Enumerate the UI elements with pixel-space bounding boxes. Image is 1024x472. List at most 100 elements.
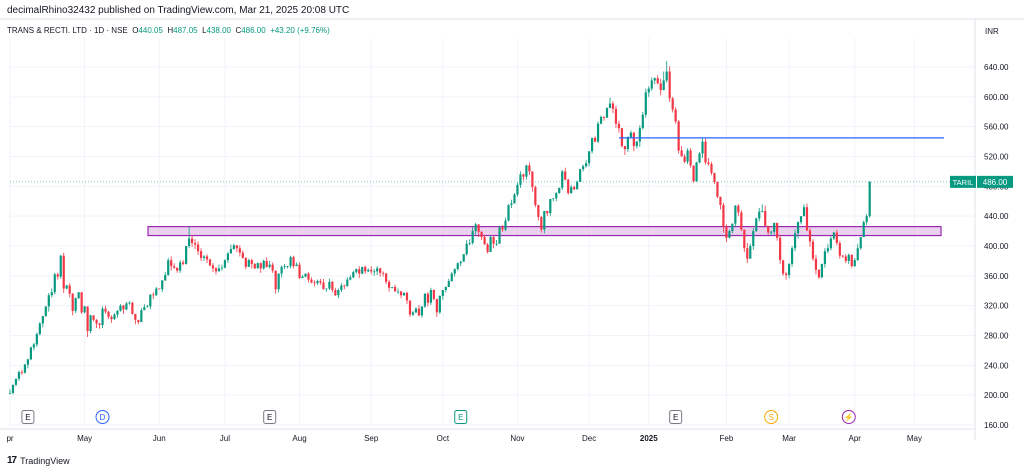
candle bbox=[185, 246, 188, 265]
candle-body bbox=[83, 306, 86, 313]
candle-body bbox=[704, 141, 707, 163]
candle-body bbox=[53, 274, 56, 293]
candle-body bbox=[205, 256, 209, 260]
candle bbox=[98, 322, 101, 329]
candle-body bbox=[444, 287, 447, 291]
candle bbox=[337, 288, 340, 299]
candle-body bbox=[146, 306, 149, 308]
candle-body bbox=[486, 244, 489, 252]
x-tick-label: Jun bbox=[153, 434, 166, 443]
candle bbox=[65, 284, 68, 290]
candle bbox=[823, 248, 827, 268]
event-marker-label: D bbox=[100, 413, 106, 422]
candle-body bbox=[865, 216, 868, 223]
candle-body bbox=[787, 263, 791, 276]
candle bbox=[190, 234, 194, 247]
candle bbox=[534, 185, 537, 208]
x-tick-label: May bbox=[77, 434, 92, 443]
candle-body bbox=[859, 237, 862, 249]
candle bbox=[770, 230, 773, 236]
candle-body bbox=[456, 263, 459, 270]
candle bbox=[459, 260, 462, 267]
candle bbox=[411, 310, 415, 317]
candle-body bbox=[104, 308, 107, 312]
candle-body bbox=[44, 306, 47, 317]
candle-body bbox=[644, 92, 647, 115]
candle bbox=[782, 260, 785, 276]
candle-body bbox=[101, 308, 104, 326]
candle-body bbox=[468, 243, 471, 244]
candle-body bbox=[313, 282, 316, 284]
candle-body bbox=[17, 372, 21, 379]
candle-body bbox=[176, 267, 179, 271]
candle-body bbox=[319, 281, 322, 283]
candle bbox=[546, 210, 549, 217]
price-axis: 640.00600.00560.00520.00480.00440.00400.… bbox=[984, 63, 1009, 430]
candle bbox=[632, 131, 635, 152]
candle bbox=[14, 378, 18, 387]
candle bbox=[304, 273, 307, 278]
candle bbox=[752, 228, 755, 250]
candle-body bbox=[50, 292, 53, 296]
candle bbox=[396, 288, 400, 294]
candle bbox=[346, 277, 349, 287]
candle bbox=[420, 306, 424, 318]
candle-body bbox=[722, 204, 725, 227]
candle bbox=[829, 236, 832, 251]
candle-body bbox=[185, 246, 188, 264]
candle bbox=[587, 151, 591, 167]
candle bbox=[328, 278, 331, 291]
candle bbox=[414, 307, 418, 314]
currency-label[interactable]: INR bbox=[985, 27, 999, 36]
candle-body bbox=[659, 83, 662, 91]
candle-body bbox=[605, 108, 609, 118]
tradingview-logo[interactable]: 17 TradingView bbox=[7, 455, 70, 466]
candle-body bbox=[564, 171, 567, 180]
candle bbox=[8, 389, 12, 395]
candle bbox=[590, 137, 594, 154]
candle bbox=[683, 154, 686, 164]
candle-body bbox=[862, 222, 865, 238]
candle bbox=[95, 319, 98, 329]
candle bbox=[820, 263, 824, 279]
candle-body bbox=[193, 243, 197, 245]
candle-body bbox=[382, 272, 385, 274]
candle bbox=[331, 281, 334, 293]
candle bbox=[44, 306, 47, 317]
candle-body bbox=[411, 312, 415, 315]
y-tick-label: 600.00 bbox=[984, 93, 1009, 102]
candle-body bbox=[241, 252, 244, 258]
candle-body bbox=[235, 245, 238, 249]
candle bbox=[101, 306, 104, 329]
candle bbox=[53, 272, 56, 295]
candle bbox=[817, 269, 821, 279]
candle bbox=[453, 268, 456, 277]
candle bbox=[399, 290, 403, 299]
candle-body bbox=[665, 71, 668, 81]
candle-body bbox=[447, 281, 450, 288]
candle-body bbox=[220, 267, 224, 269]
candle-body bbox=[480, 231, 483, 238]
candle-body bbox=[211, 265, 215, 269]
candle-body bbox=[68, 285, 71, 294]
candle bbox=[543, 210, 546, 234]
candle-body bbox=[80, 292, 83, 313]
candle-body bbox=[683, 156, 686, 162]
candle-body bbox=[292, 257, 295, 267]
candle-body bbox=[89, 315, 92, 332]
candle bbox=[656, 75, 659, 85]
candle bbox=[638, 125, 641, 147]
candle-body bbox=[161, 280, 164, 290]
candle-body bbox=[471, 231, 474, 244]
y-tick-label: 400.00 bbox=[984, 242, 1009, 251]
candle bbox=[217, 264, 221, 272]
candle bbox=[841, 254, 844, 258]
candle-body bbox=[713, 172, 716, 182]
candle-body bbox=[638, 128, 641, 142]
candle bbox=[423, 292, 427, 308]
candle bbox=[674, 107, 677, 124]
candle bbox=[62, 252, 65, 293]
candle-body bbox=[546, 210, 549, 214]
candle bbox=[226, 251, 230, 264]
